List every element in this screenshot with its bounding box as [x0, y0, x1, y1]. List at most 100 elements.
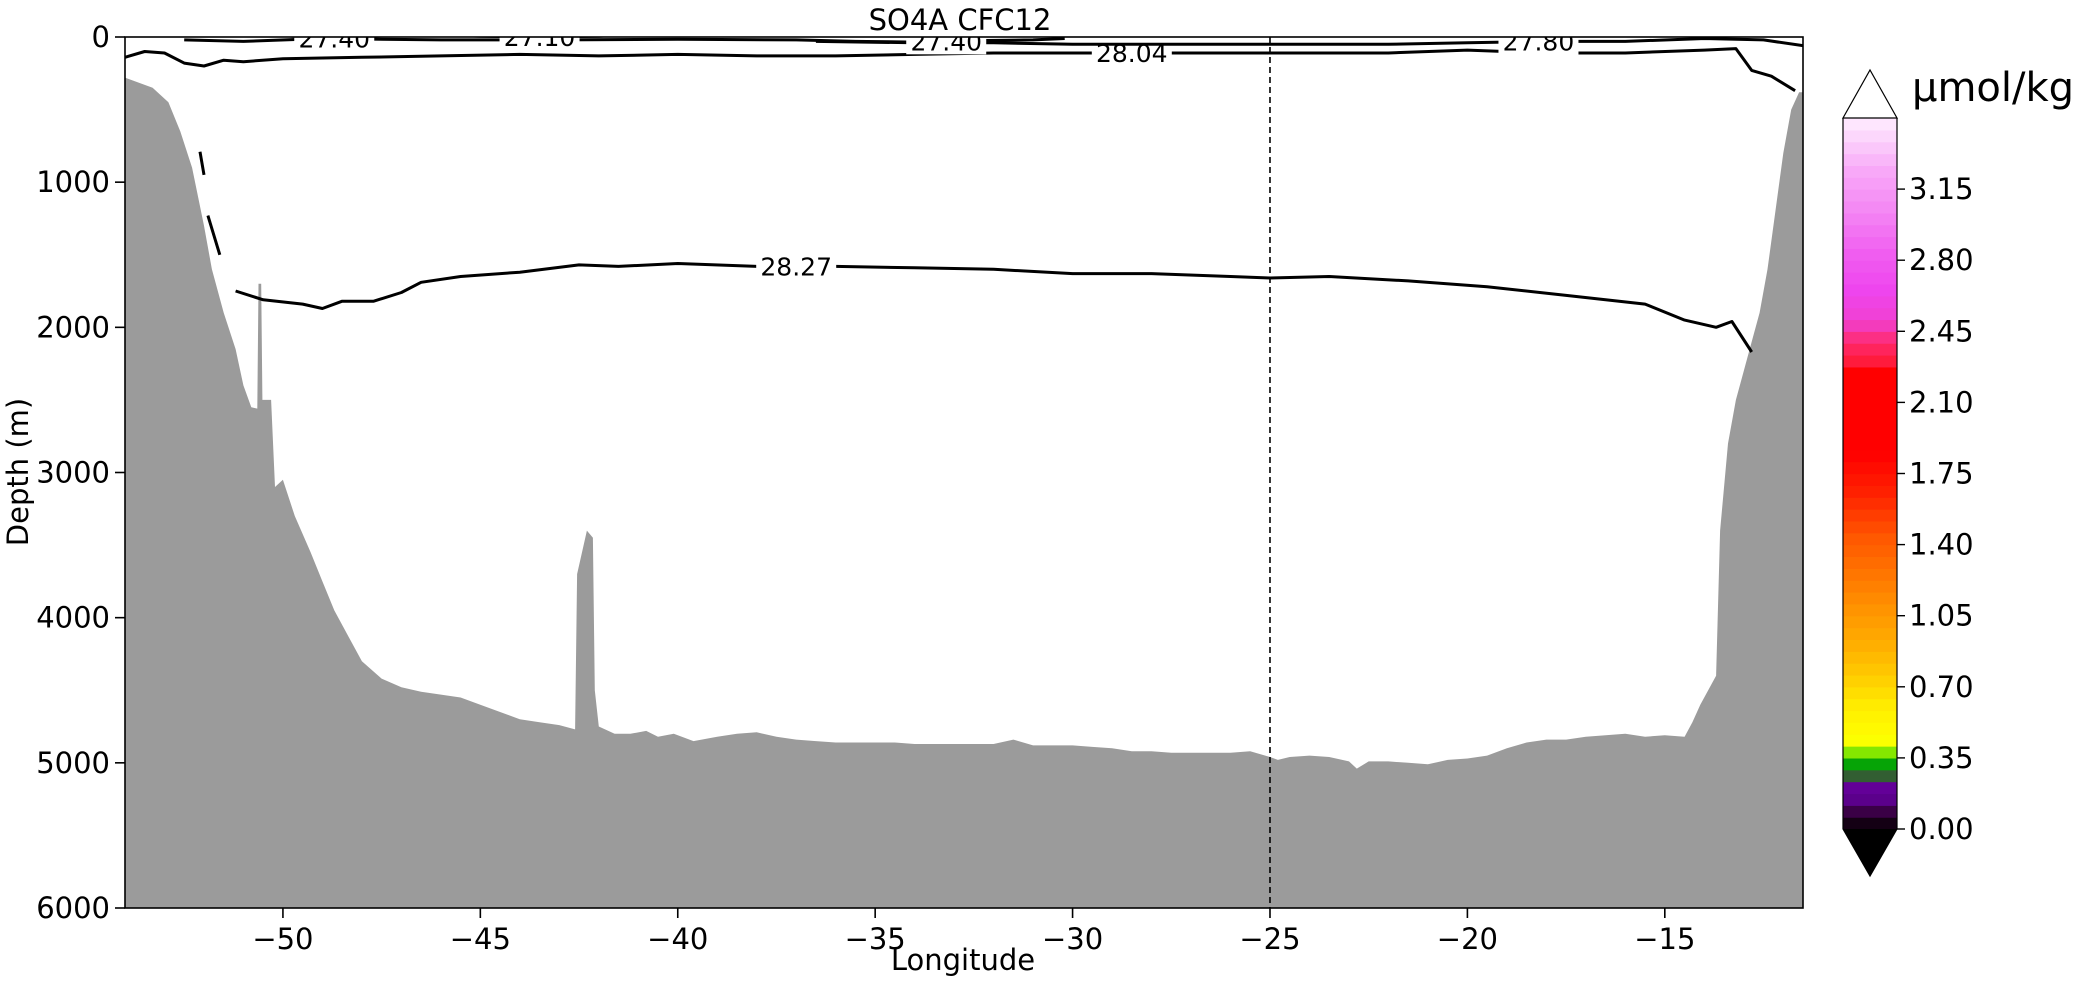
colorbar-swatch: [1843, 307, 1897, 321]
colorbar-tick-label: 2.80: [1909, 243, 1974, 277]
colorbar-swatch: [1843, 793, 1897, 806]
colorbar-outline: [1842, 118, 1898, 878]
colorbar-swatch: [1843, 722, 1897, 735]
x-tick-label: −25: [1239, 922, 1300, 956]
colorbar-swatch: [1843, 556, 1897, 569]
x-axis-label: Longitude: [891, 943, 1035, 977]
colorbar-swatch: [1843, 248, 1897, 261]
y-tick-label: 6000: [36, 891, 110, 925]
colorbar-swatch: [1843, 651, 1897, 664]
colorbar: 0.00 0.35 0.70 1.05 1.40 1.75 2.10 2.45 2.80 3.15: [1841, 68, 1974, 878]
x-tick-label: −40: [647, 922, 708, 956]
y-axis: 0 1000 2000 3000 4000 5000 6000: [36, 20, 125, 925]
colorbar-swatch: [1843, 118, 1897, 131]
colorbar-swatch: [1843, 757, 1897, 771]
colorbar-swatch: [1843, 414, 1897, 427]
contour-line-segment: [206, 215, 222, 256]
colorbar-swatch: [1843, 769, 1897, 783]
colorbar-swatch: [1843, 473, 1897, 486]
x-tick-label: −45: [450, 922, 511, 956]
colorbar-swatch: [1843, 532, 1897, 546]
contour-label: 27.40: [298, 24, 370, 53]
contour-label: 27.10: [504, 23, 576, 52]
colorbar-swatch: [1843, 200, 1897, 214]
colorbar-swatch: [1843, 674, 1897, 688]
colorbar-swatch: [1843, 236, 1897, 249]
colorbar-swatch: [1843, 615, 1897, 629]
colorbar-unit: µmol/kg: [1912, 65, 2074, 111]
colorbar-swatch: [1843, 627, 1897, 640]
colorbar-swatch: [1843, 378, 1897, 392]
colorbar-swatch: [1843, 319, 1897, 332]
colorbar-swatch: [1843, 449, 1897, 463]
colorbar-swatch: [1843, 461, 1897, 475]
colorbar-swatch: [1843, 710, 1897, 723]
colorbar-swatch: [1843, 592, 1897, 605]
contour-line: [235, 262, 1753, 353]
contour-label: 27.80: [1503, 28, 1575, 57]
colorbar-swatch: [1843, 698, 1897, 712]
bathymetry-fill: [125, 77, 1803, 908]
y-tick-label: 4000: [36, 601, 110, 635]
colorbar-swatch: [1843, 343, 1897, 356]
contour-label: 27.40: [910, 27, 982, 56]
x-tick-label: −50: [252, 922, 313, 956]
colorbar-tick-label: 1.75: [1909, 457, 1974, 491]
y-tick-label: 5000: [36, 746, 110, 780]
colorbar-swatch: [1843, 686, 1897, 700]
colorbar-tick-label: 2.45: [1909, 314, 1974, 348]
colorbar-tick-label: 3.15: [1909, 172, 1974, 206]
colorbar-swatch: [1843, 580, 1897, 593]
colorbar-tick-label: 0.00: [1909, 812, 1974, 846]
contour-line: [125, 47, 1796, 92]
colorbar-swatch: [1843, 212, 1897, 226]
colorbar-swatch: [1843, 295, 1897, 309]
colorbar-swatch: [1843, 283, 1897, 297]
colorbar-swatch: [1843, 402, 1897, 415]
contour-label-background: [1498, 37, 1579, 55]
colorbar-swatch: [1843, 639, 1897, 652]
colorbar-swatch: [1843, 177, 1897, 190]
colorbar-swatch: [1843, 437, 1897, 451]
colorbar-min-extension: [1843, 829, 1897, 876]
colorbar-max-extension: [1841, 68, 1899, 119]
colorbar-swatch: [1843, 781, 1897, 795]
colorbar-swatch: [1843, 485, 1897, 498]
x-axis: −50 −45 −40 −35 −30 −25 −20 −15: [252, 908, 1695, 956]
y-tick-label: 0: [92, 20, 110, 54]
colorbar-swatch: [1843, 129, 1897, 143]
colorbar-swatch: [1843, 509, 1897, 522]
colorbar-swatch: [1843, 366, 1897, 380]
colorbar-swatch: [1843, 272, 1897, 285]
y-axis-label: Depth (m): [1, 398, 35, 546]
colorbar-swatch: [1843, 817, 1897, 830]
colorbar-swatch: [1843, 568, 1897, 581]
x-tick-label: −20: [1437, 922, 1498, 956]
colorbar-tick-label: 1.05: [1909, 599, 1974, 633]
contour-line-segment: [198, 151, 206, 176]
colorbar-tick-label: 1.40: [1909, 528, 1974, 562]
colorbar-swatch: [1843, 260, 1897, 273]
x-tick-label: −35: [845, 922, 906, 956]
colorbar-swatch: [1843, 520, 1897, 534]
colorbar-swatch: [1843, 224, 1897, 238]
colorbar-swatch: [1843, 603, 1897, 617]
y-tick-label: 1000: [36, 165, 110, 199]
x-tick-label: −15: [1634, 922, 1695, 956]
contour-label-background: [294, 37, 375, 52]
y-tick-label: 3000: [36, 456, 110, 490]
colorbar-swatch: [1843, 165, 1897, 178]
colorbar-swatch: [1843, 331, 1897, 344]
colorbar-swatch: [1843, 141, 1897, 155]
colorbar-swatch: [1843, 355, 1897, 368]
colorbar-swatch: [1843, 390, 1897, 403]
contour-label: 28.27: [760, 252, 832, 281]
contour-line: [815, 37, 1803, 48]
colorbar-swatch: [1843, 746, 1897, 759]
colorbar-swatch: [1843, 544, 1897, 558]
contour-label-background: [906, 37, 987, 55]
contour-label-background: [756, 253, 837, 280]
colorbar-swatch: [1843, 153, 1897, 166]
